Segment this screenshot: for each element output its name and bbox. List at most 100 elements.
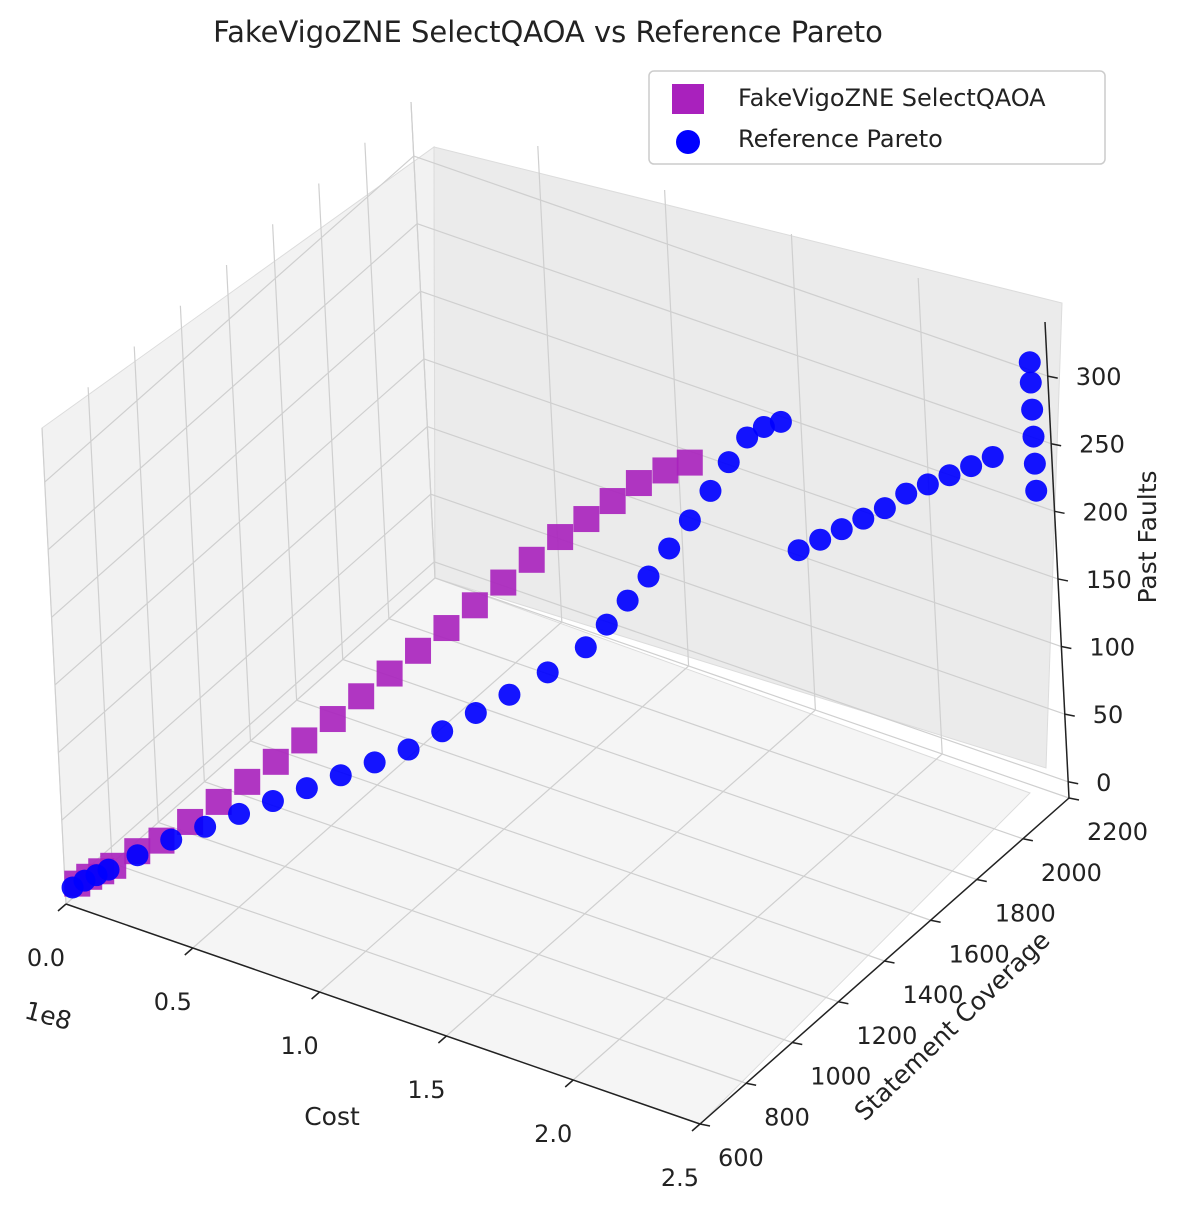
reference-point <box>194 815 217 838</box>
y-gridline <box>410 101 1070 799</box>
y-tick <box>884 960 895 964</box>
reference-point <box>363 751 386 774</box>
reference-point <box>752 415 775 438</box>
y-tick-label: 1800 <box>995 900 1056 928</box>
z-tick-label: 250 <box>1079 431 1125 459</box>
reference-point <box>658 537 681 560</box>
x-tick <box>564 1079 574 1088</box>
z-gridline <box>61 493 1065 821</box>
z-tick-label: 50 <box>1093 701 1124 729</box>
y-gridline <box>225 264 885 962</box>
y-tick-label: 2200 <box>1087 818 1148 846</box>
y-tick-label: 1400 <box>903 981 964 1009</box>
z-tick <box>1061 645 1072 650</box>
reference-point <box>616 589 639 612</box>
reference-point <box>769 410 792 433</box>
x-tick <box>691 1123 701 1132</box>
reference-point <box>873 497 896 520</box>
reference-point <box>895 482 918 505</box>
y-gridline <box>318 183 977 881</box>
selectqaoa-point <box>205 788 232 815</box>
z-tick-label: 100 <box>1089 634 1135 662</box>
z-tick-label: 150 <box>1086 566 1132 594</box>
selectqaoa-point <box>573 506 600 533</box>
z-tick <box>1057 578 1069 582</box>
legend-marker-selectqaoa <box>672 84 704 114</box>
z-gridline <box>44 155 1048 483</box>
x-tick <box>311 991 321 1000</box>
reference-point <box>1025 479 1048 502</box>
reference-point <box>809 528 832 551</box>
reference-point <box>830 518 853 541</box>
reference-point <box>536 661 559 684</box>
y-gridline <box>364 142 1024 840</box>
y-tick <box>745 1082 757 1086</box>
reference-point <box>228 802 251 825</box>
reference-point <box>981 445 1004 468</box>
y-tick <box>838 1001 849 1005</box>
reference-point <box>960 455 983 478</box>
reference-point <box>431 720 454 743</box>
reference-point <box>699 479 722 502</box>
z-tick-label: 200 <box>1083 498 1129 526</box>
selectqaoa-point <box>652 457 679 484</box>
y-tick <box>1022 838 1034 842</box>
x-tick <box>437 1035 447 1044</box>
y-tick <box>699 1123 711 1127</box>
z-tick <box>1068 781 1079 785</box>
reference-point <box>498 683 521 706</box>
z-gridline <box>54 358 1059 686</box>
reference-point <box>1019 371 1042 394</box>
reference-point <box>295 777 318 800</box>
x-tick-label: 0.0 <box>27 944 65 972</box>
x-offset-label: 1e8 <box>22 996 75 1036</box>
reference-point <box>574 636 597 659</box>
selectqaoa-point <box>490 569 517 596</box>
reference-point <box>329 764 352 787</box>
x-axis-line <box>65 903 701 1125</box>
z-tick-label: 300 <box>1076 363 1122 391</box>
x-tick-label: 0.5 <box>154 988 192 1016</box>
y-tick-label: 2000 <box>1041 859 1102 887</box>
reference-point <box>1023 452 1046 475</box>
y-gridline <box>179 305 839 1003</box>
reference-point <box>637 565 660 588</box>
selectqaoa-point <box>518 546 545 573</box>
reference-point <box>717 451 740 474</box>
y-tick-label: 1200 <box>856 1022 917 1050</box>
x-tick-label: 1.0 <box>281 1032 319 1060</box>
reference-point <box>397 738 420 761</box>
y-tick <box>792 1041 803 1046</box>
y-tick <box>930 919 941 923</box>
panes <box>41 146 1063 1125</box>
reference-point <box>938 464 961 487</box>
x-tick <box>184 947 194 956</box>
y-tick-label: 1600 <box>949 940 1010 968</box>
z-gridline <box>57 425 1062 753</box>
x-tick-label: 2.5 <box>661 1164 699 1192</box>
reference-point <box>160 828 183 851</box>
y-tick-label: 600 <box>718 1144 764 1172</box>
x-tick-label: 2.0 <box>534 1120 572 1148</box>
axes: 0.00.51.01.52.02.56008001000120014001600… <box>27 321 1148 1192</box>
reference-point <box>1021 398 1044 421</box>
z-gridline <box>51 290 1055 618</box>
selectqaoa-point <box>547 524 574 551</box>
z-axis-label: Past Faults <box>1133 470 1162 603</box>
back-pane <box>433 146 1063 769</box>
selectqaoa-point <box>433 615 460 642</box>
legend-label-reference: Reference Pareto <box>738 125 943 153</box>
selectqaoa-point <box>461 592 488 619</box>
reference-point <box>736 426 759 449</box>
chart-title: FakeVigoZNE SelectQAOA vs Reference Pare… <box>213 15 883 49</box>
selectqaoa-point <box>234 768 261 795</box>
reference-point <box>261 790 284 813</box>
reference-point <box>595 613 618 636</box>
z-gridline <box>47 223 1052 551</box>
reference-point <box>787 539 810 562</box>
legend-marker-reference <box>676 130 700 154</box>
selectqaoa-point <box>599 488 626 515</box>
z-tick <box>1054 510 1065 515</box>
x-tick <box>57 903 67 912</box>
